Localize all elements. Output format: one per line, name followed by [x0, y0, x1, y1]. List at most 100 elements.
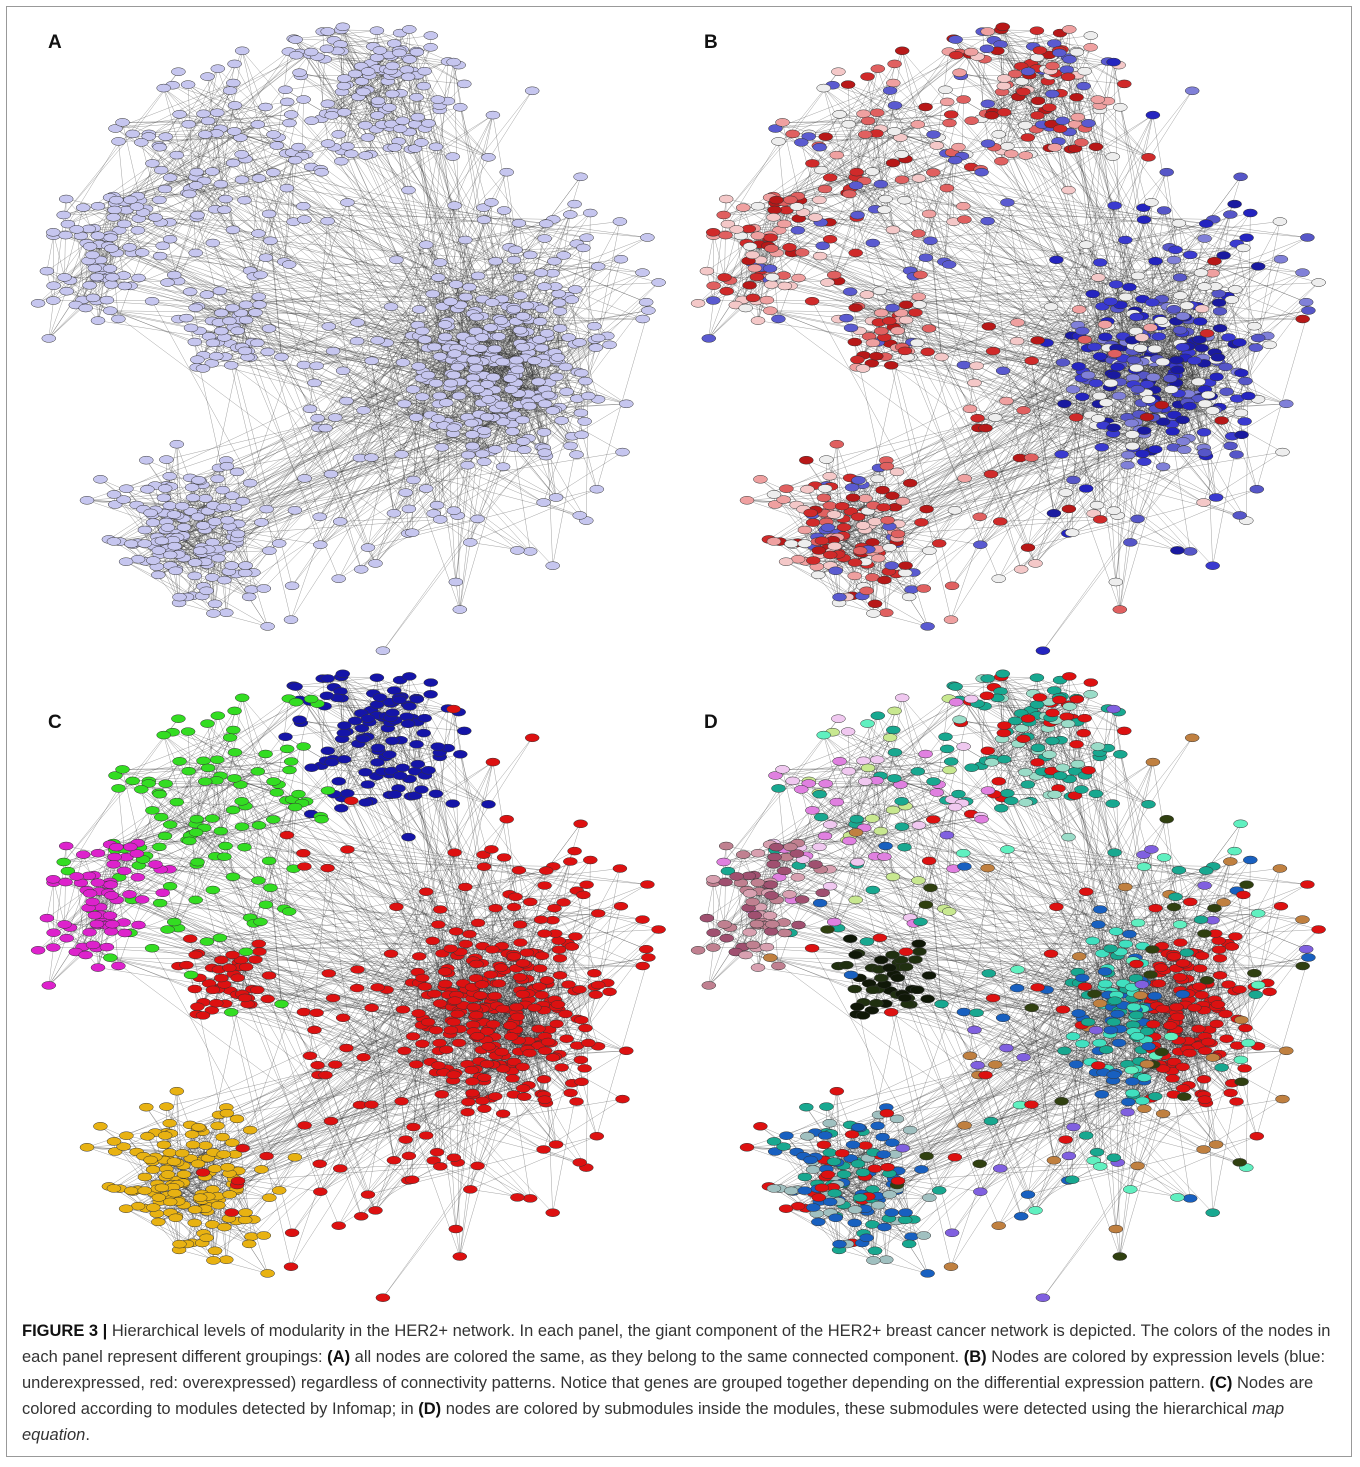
network-node: [1238, 377, 1252, 385]
network-node: [798, 1187, 812, 1195]
network-node: [315, 168, 329, 176]
network-node: [484, 845, 498, 853]
network-node: [806, 519, 820, 527]
network-node: [922, 210, 936, 218]
network-node: [80, 1143, 94, 1151]
network-node: [221, 1163, 235, 1171]
network-node: [1093, 999, 1107, 1007]
network-node: [932, 539, 946, 547]
network-node: [1146, 373, 1160, 381]
network-node: [895, 47, 909, 55]
network-node: [1021, 544, 1035, 552]
network-node: [899, 562, 913, 570]
network-node: [334, 804, 348, 812]
network-node: [591, 334, 605, 342]
network-node: [1074, 139, 1088, 147]
network-node: [217, 576, 231, 584]
network-node: [159, 456, 173, 464]
network-node: [852, 1123, 866, 1131]
network-node: [283, 766, 297, 774]
network-node: [1127, 356, 1141, 364]
network-node: [412, 362, 426, 370]
network-node: [877, 1150, 891, 1158]
network-node: [861, 720, 875, 728]
network-node: [795, 249, 809, 257]
network-node: [720, 934, 734, 942]
network-node: [167, 918, 181, 926]
network-node: [549, 1141, 563, 1149]
network-node: [580, 881, 594, 889]
network-node: [401, 720, 415, 728]
network-node: [837, 1170, 851, 1178]
network-node: [818, 185, 832, 193]
network-node: [292, 790, 306, 798]
network-node: [88, 911, 102, 919]
network-node: [124, 1187, 138, 1195]
network-node: [700, 914, 714, 922]
network-node: [467, 356, 481, 364]
network-node: [513, 921, 527, 929]
network-node: [940, 184, 954, 192]
network-node: [552, 946, 566, 954]
network-node: [371, 111, 385, 119]
network-node: [963, 405, 977, 413]
network-node: [304, 695, 318, 703]
network-node: [370, 701, 384, 709]
network-node: [104, 928, 118, 936]
network-node: [1210, 1020, 1224, 1028]
network-node: [1152, 980, 1166, 988]
network-node: [914, 1165, 928, 1173]
network-node: [779, 1205, 793, 1213]
network-panel: [691, 670, 1326, 1302]
network-node: [1215, 1064, 1229, 1072]
network-node: [447, 424, 461, 432]
network-node: [846, 494, 860, 502]
network-node: [387, 509, 401, 517]
network-node: [288, 1153, 302, 1161]
network-node: [984, 1117, 998, 1125]
network-node: [513, 292, 527, 300]
network-node: [494, 317, 508, 325]
network-node: [874, 180, 888, 188]
network-node: [1060, 66, 1074, 74]
network-node: [922, 325, 936, 333]
network-node: [1113, 750, 1127, 758]
network-node: [884, 361, 898, 369]
network-node: [748, 911, 762, 919]
network-node: [919, 103, 933, 111]
network-node: [184, 324, 198, 332]
network-node: [1197, 930, 1211, 938]
network-node: [1230, 1098, 1244, 1106]
network-node: [486, 111, 500, 119]
network-node: [1213, 954, 1227, 962]
network-node: [157, 84, 171, 92]
network-node: [511, 1013, 525, 1021]
network-node: [1077, 729, 1091, 737]
network-node: [811, 1218, 825, 1226]
network-node: [1021, 1191, 1035, 1199]
network-node: [1052, 49, 1066, 57]
network-node: [1047, 509, 1061, 517]
network-node: [402, 25, 416, 33]
network-node: [280, 745, 294, 753]
network-node: [123, 196, 137, 204]
network-node: [188, 559, 202, 567]
network-node: [891, 974, 905, 982]
network-node: [451, 1010, 465, 1018]
network-node: [973, 1160, 987, 1168]
network-node: [252, 293, 266, 301]
network-node: [853, 547, 867, 555]
network-node: [1091, 1062, 1105, 1070]
network-node: [411, 760, 425, 768]
network-node: [1079, 888, 1093, 896]
network-node: [429, 143, 443, 151]
network-node: [86, 941, 100, 949]
network-node: [981, 100, 995, 108]
network-node: [159, 780, 173, 788]
network-node: [1241, 1039, 1255, 1047]
network-node: [917, 585, 931, 593]
network-node: [528, 1004, 542, 1012]
network-node: [736, 851, 750, 859]
network-node: [858, 1142, 872, 1150]
network-node: [226, 79, 240, 87]
